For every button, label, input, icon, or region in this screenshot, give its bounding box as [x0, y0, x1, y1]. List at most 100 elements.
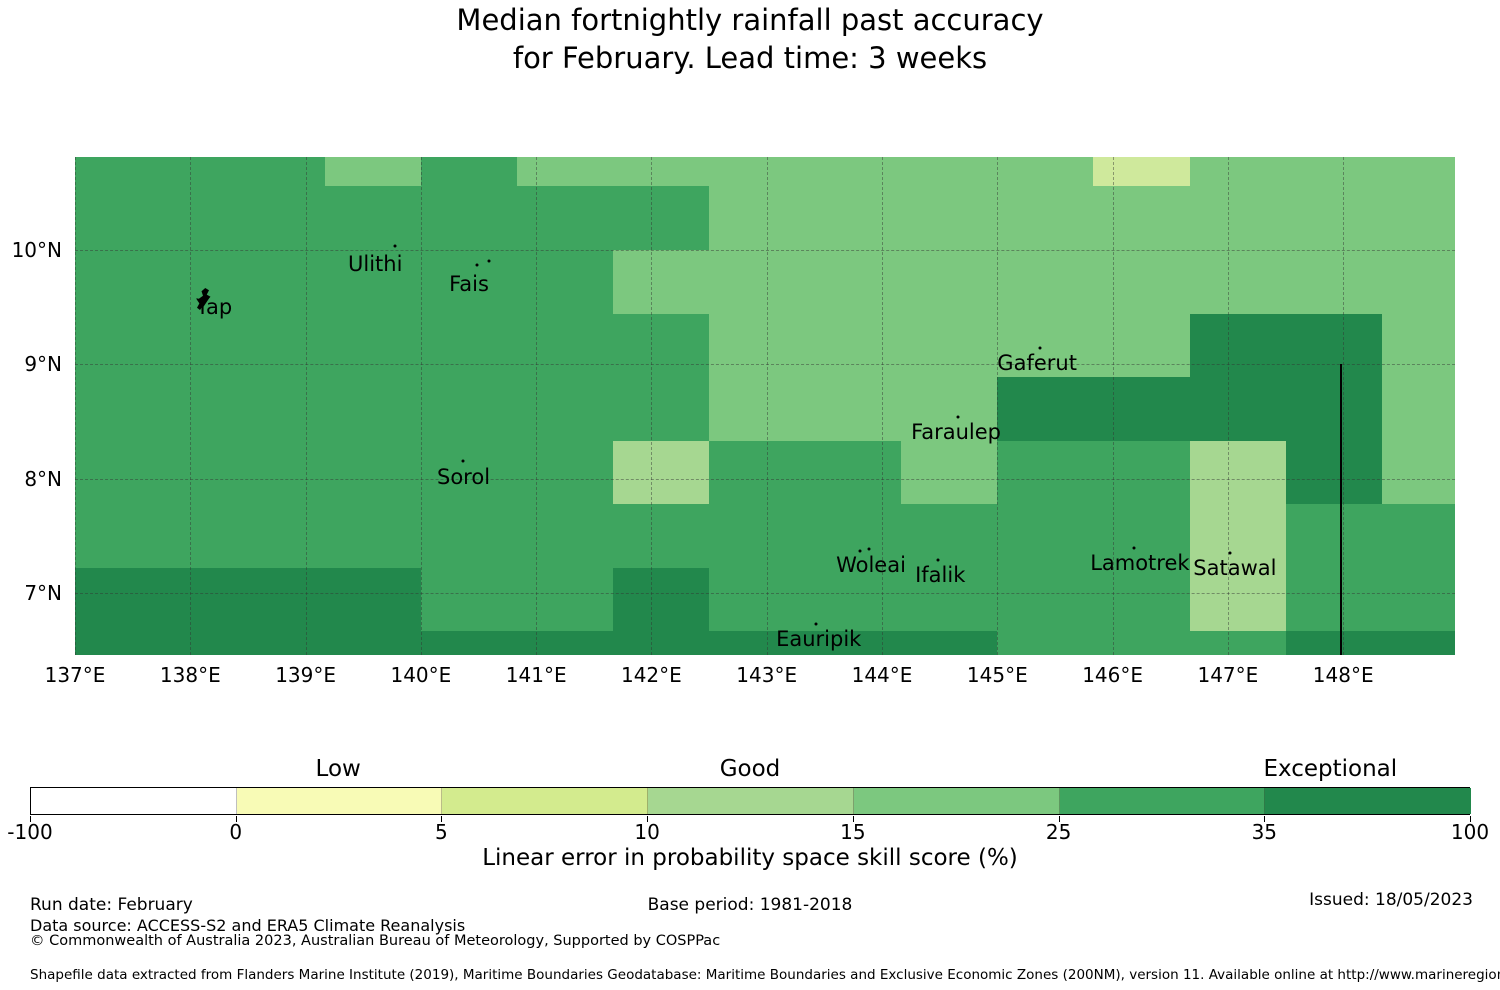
map-cell [1189, 631, 1287, 655]
map-cell [997, 186, 1094, 251]
gridline-vertical [766, 157, 768, 655]
gridline-vertical [882, 157, 883, 655]
colorbar-segment [648, 788, 854, 814]
map-cell [516, 631, 614, 655]
island-dot [487, 259, 491, 263]
map-cell [516, 377, 614, 442]
gridline-vertical [190, 157, 192, 655]
map-cell [1381, 377, 1455, 442]
colorbar-tick-mark [1058, 816, 1060, 822]
map-cell [75, 250, 134, 315]
map-cell [613, 186, 710, 251]
map-cell [516, 186, 614, 251]
y-axis-tick-label: 7°N [24, 581, 62, 605]
map-cell [1381, 186, 1455, 251]
map-cell [709, 377, 806, 442]
gridline-vertical [536, 157, 538, 655]
colorbar-tick-label: 5 [435, 820, 448, 844]
island-dot [475, 263, 479, 267]
map-cell [1093, 313, 1191, 378]
map-cell [228, 250, 326, 315]
map-cell [75, 313, 134, 378]
map-cell [75, 504, 134, 569]
map-cell [613, 631, 710, 655]
colorbar-tick-label: 100 [1450, 820, 1490, 844]
map-cell [805, 157, 902, 188]
colorbar-tick-mark [30, 816, 31, 822]
map-cell [1093, 440, 1191, 505]
colorbar-tick-label: 15 [840, 820, 866, 844]
map-cell [132, 440, 230, 505]
map-cell [901, 250, 998, 315]
map-cell [901, 440, 998, 505]
map-cell [1189, 567, 1287, 632]
map-cell [324, 377, 422, 442]
map-cell [805, 504, 902, 569]
map-cell [1381, 250, 1455, 315]
map-cell [132, 377, 230, 442]
x-axis-tick-label: 142°E [620, 663, 682, 687]
map-cell [709, 186, 806, 251]
x-axis-tick-label: 139°E [275, 663, 336, 687]
map-cell [805, 313, 902, 378]
island-dot [461, 459, 465, 463]
map-cell [613, 440, 710, 505]
eez-boundary-line [1339, 364, 1342, 655]
colorbar-tick-label: -100 [7, 820, 53, 844]
map-cell [132, 567, 230, 632]
map-cell [516, 440, 614, 505]
map-cell [805, 250, 902, 315]
map-cell [997, 440, 1094, 505]
island-dot [393, 244, 397, 248]
colorbar-tick-mark [647, 816, 649, 822]
island-label: Lamotrek [1090, 551, 1190, 576]
x-axis-tick-label: 137°E [44, 663, 106, 687]
map-cell [228, 504, 326, 569]
map-cell [228, 631, 326, 655]
island-dot [1038, 346, 1042, 350]
map-cell [75, 631, 134, 655]
map-plot-area: Yap Ulithi Fais Sorol Gaferut Faraulep Woleai I… [75, 157, 1455, 655]
map-cell [613, 377, 710, 442]
map-cell [324, 250, 422, 315]
map-cell [997, 157, 1094, 188]
gridline-vertical [997, 157, 999, 655]
map-cell [709, 313, 806, 378]
colorbar-segment [442, 788, 649, 814]
island-dot [936, 558, 940, 562]
colorbar-segment [236, 788, 443, 814]
map-cell [1093, 157, 1191, 188]
x-axis-tick-label: 144°E [851, 663, 913, 687]
map-cell [1285, 313, 1383, 378]
colorbar-tick-mark [441, 816, 443, 822]
map-cell [997, 377, 1094, 442]
island-label: Satawal [1193, 556, 1277, 581]
map-cell [75, 567, 134, 632]
map-cell [228, 377, 326, 442]
map-cell [1285, 440, 1383, 505]
gridline-vertical [420, 157, 422, 655]
map-cell [228, 186, 326, 251]
y-axis-tick-label: 10°N [11, 238, 62, 262]
map-cell [1093, 250, 1191, 315]
colorbar-tick-mark [852, 816, 854, 822]
colorbar-tick-label: 25 [1045, 820, 1072, 844]
colorbar-segment [31, 788, 237, 814]
map-cell [901, 377, 998, 442]
x-axis-tick-label: 141°E [505, 663, 567, 687]
gridline-vertical [75, 157, 76, 655]
map-cell [324, 440, 422, 505]
map-cell [613, 313, 710, 378]
gridline-horizontal [75, 593, 1455, 594]
colorbar-category-label: Exceptional [1263, 756, 1398, 782]
y-axis-tick-label: 9°N [24, 352, 62, 377]
data-source-text: Data source: ACCESS-S2 and ERA5 Climate … [30, 916, 466, 935]
colorbar-tick-mark [1470, 816, 1471, 822]
map-cell [997, 567, 1094, 632]
x-axis-tick-label: 140°E [390, 663, 452, 687]
map-cell [1381, 567, 1455, 632]
map-cell [1093, 186, 1191, 251]
map-cell [901, 567, 998, 632]
map-cell [709, 567, 806, 632]
